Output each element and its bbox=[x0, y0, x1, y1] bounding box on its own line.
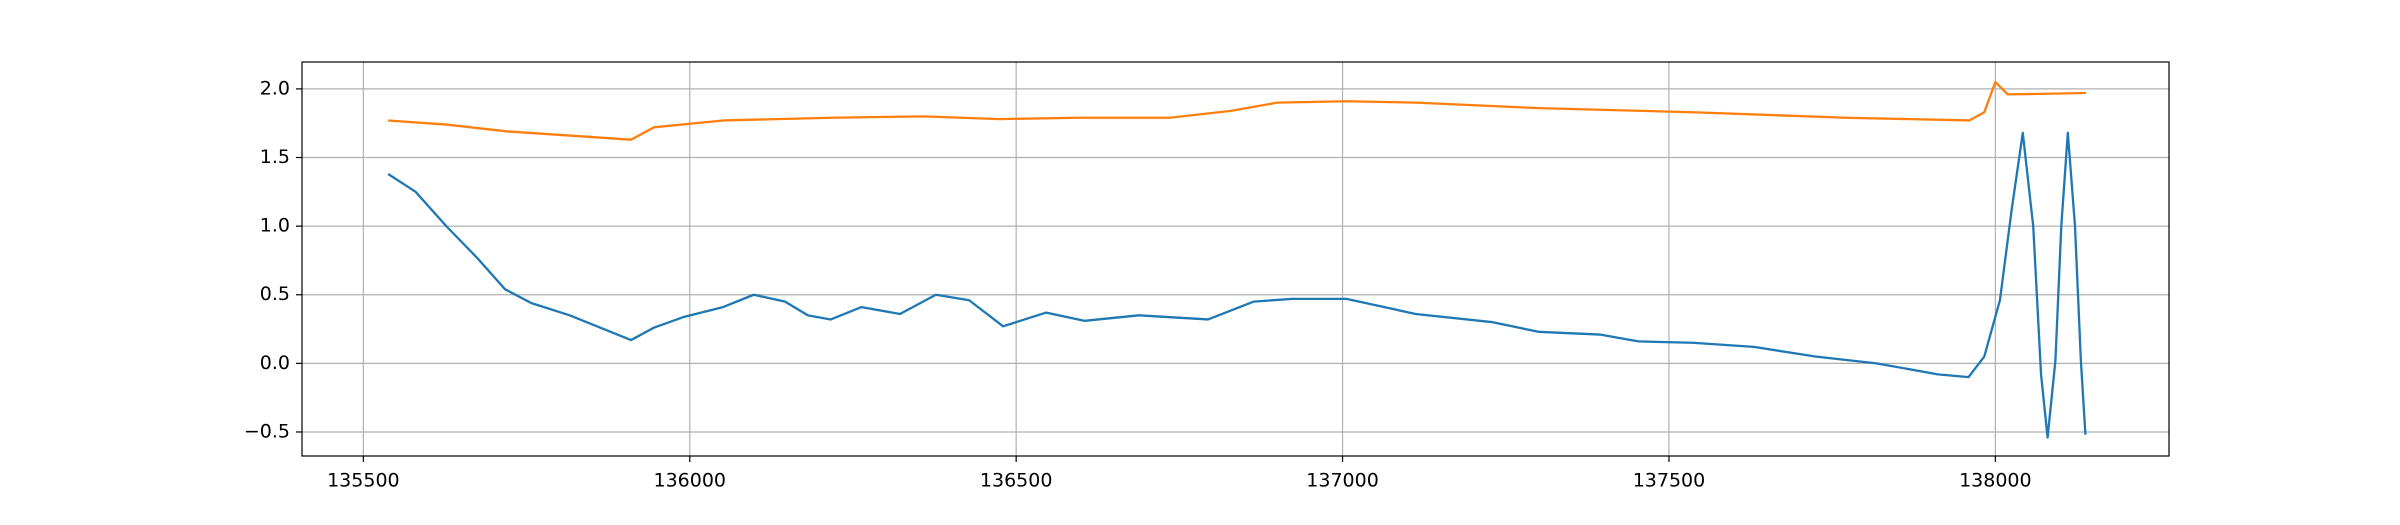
data-line bbox=[387, 131, 2087, 439]
y-tick-label: −0.5 bbox=[244, 420, 290, 442]
y-tick-label: 1.0 bbox=[260, 215, 290, 237]
y-tick-label: 0.0 bbox=[260, 352, 290, 374]
x-tick-label: 136000 bbox=[653, 470, 726, 492]
plot-frame bbox=[301, 61, 2170, 457]
x-tick-label: 136500 bbox=[980, 470, 1053, 492]
y-tick-label: 2.0 bbox=[260, 77, 290, 99]
data-line bbox=[388, 80, 2087, 141]
y-tick-label: 1.5 bbox=[260, 146, 290, 168]
x-tick-label: 137000 bbox=[1306, 470, 1379, 492]
x-tick-label: 135500 bbox=[327, 470, 400, 492]
x-tick-label: 137500 bbox=[1633, 470, 1706, 492]
x-tick-label: 138000 bbox=[1959, 470, 2032, 492]
y-tick-label: 0.5 bbox=[260, 283, 290, 305]
